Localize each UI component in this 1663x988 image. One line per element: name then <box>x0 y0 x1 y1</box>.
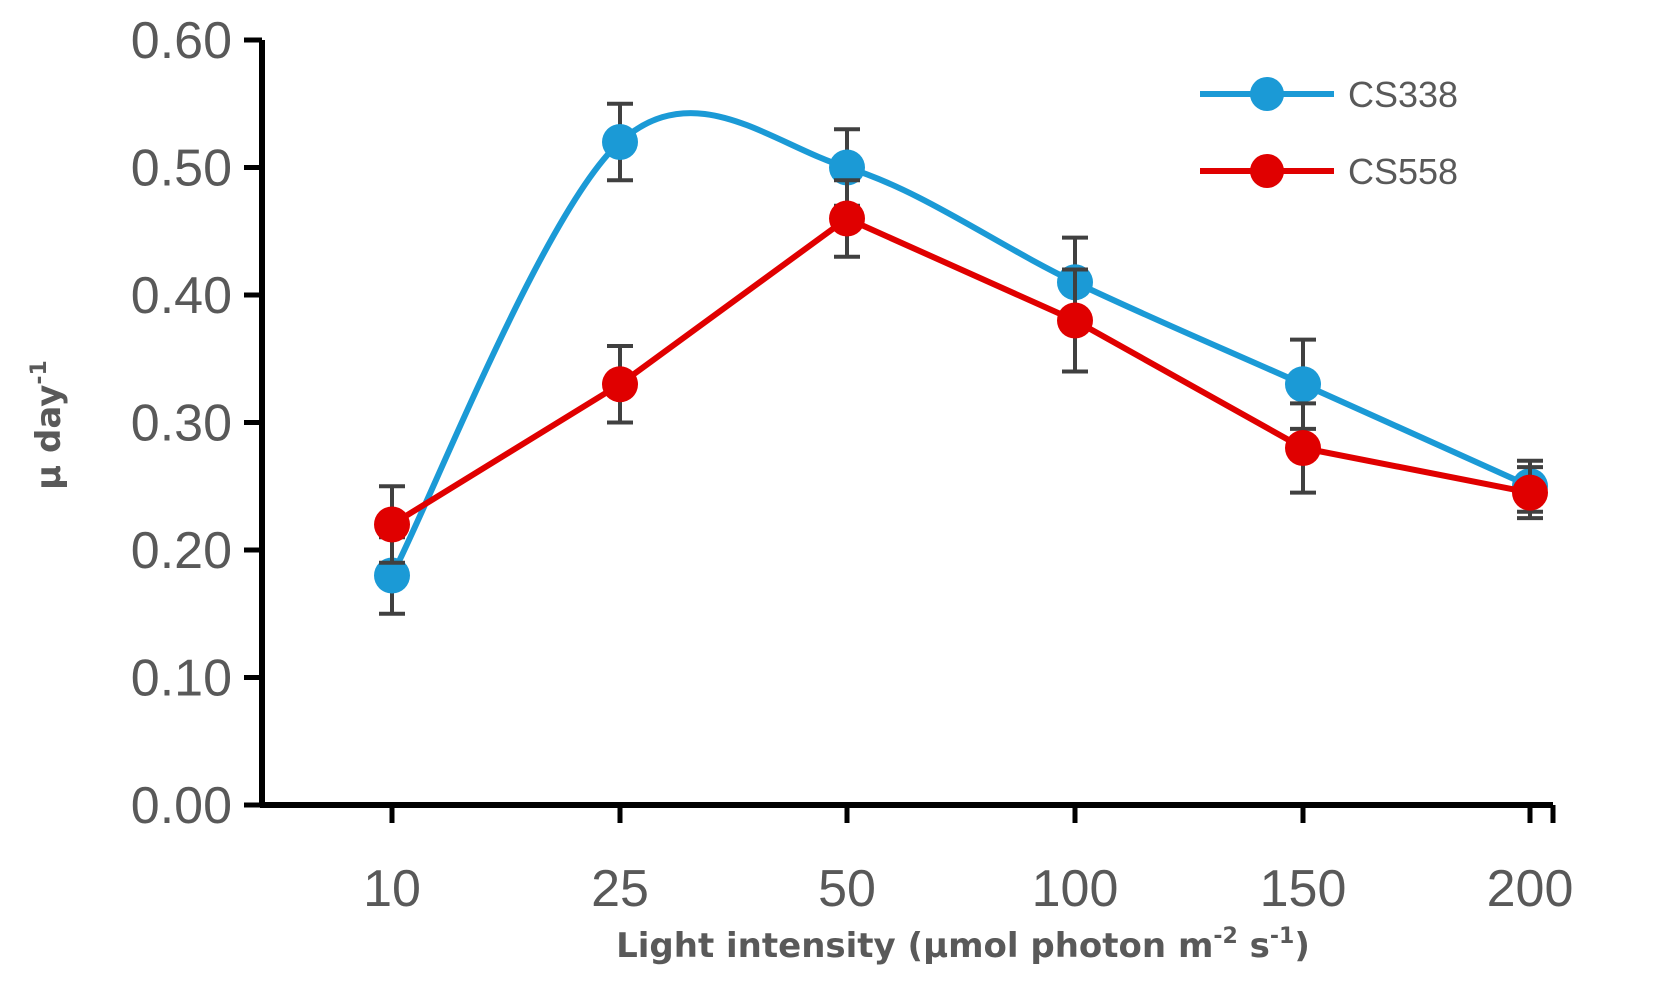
series-line-cs558 <box>390 215 1531 528</box>
data-point-cs558 <box>1285 430 1321 466</box>
x-axis-end: ) <box>1294 926 1310 966</box>
legend-marker-cs558 <box>1250 154 1284 188</box>
x-axis-sup-2: -1 <box>1270 924 1294 949</box>
x-axis-ticks: 10 25 50 100 150 200 <box>363 805 1573 918</box>
y-tick-label: 0.20 <box>131 522 232 580</box>
x-axis-mid: s <box>1238 926 1270 966</box>
y-tick-label: 0.40 <box>131 267 232 325</box>
y-tick-label: 0.30 <box>131 395 232 453</box>
y-axis-title: µ day-1 <box>27 360 69 490</box>
x-tick-label: 200 <box>1487 860 1574 918</box>
data-point-cs338 <box>602 124 638 160</box>
y-axis-ticks: 0.00 0.10 0.20 0.30 0.40 0.50 0.60 <box>131 12 262 835</box>
x-tick-label: 150 <box>1260 860 1347 918</box>
x-axis-sup-1: -2 <box>1213 924 1237 949</box>
x-tick-label: 25 <box>591 860 649 918</box>
x-tick-label: 50 <box>818 860 876 918</box>
y-axis-sup: -1 <box>27 360 52 384</box>
data-point-cs558 <box>1057 302 1093 339</box>
y-tick-label: 0.00 <box>131 777 232 835</box>
y-tick-label: 0.10 <box>131 650 232 708</box>
series-cs558 <box>374 178 1548 565</box>
legend-label-cs338: CS338 <box>1348 74 1458 115</box>
legend-marker-cs338 <box>1250 77 1284 111</box>
x-axis-title: Light intensity (µmol photon m-2 s-1) <box>616 924 1310 966</box>
legend-label-cs558: CS558 <box>1348 151 1458 192</box>
data-point-cs338 <box>374 557 410 594</box>
y-tick-label: 0.60 <box>131 12 232 70</box>
x-tick-label: 100 <box>1032 860 1119 918</box>
x-tick-label: 10 <box>363 860 421 918</box>
data-point-cs558 <box>602 366 638 403</box>
data-point-cs338 <box>1285 366 1321 403</box>
data-point-cs558 <box>829 200 865 237</box>
y-tick-label: 0.50 <box>131 140 232 198</box>
legend: CS338 CS558 <box>1200 74 1458 192</box>
data-point-cs558 <box>1512 474 1548 511</box>
data-point-cs558 <box>374 506 410 543</box>
series-layer <box>374 101 1548 616</box>
data-point-cs338 <box>829 149 865 186</box>
